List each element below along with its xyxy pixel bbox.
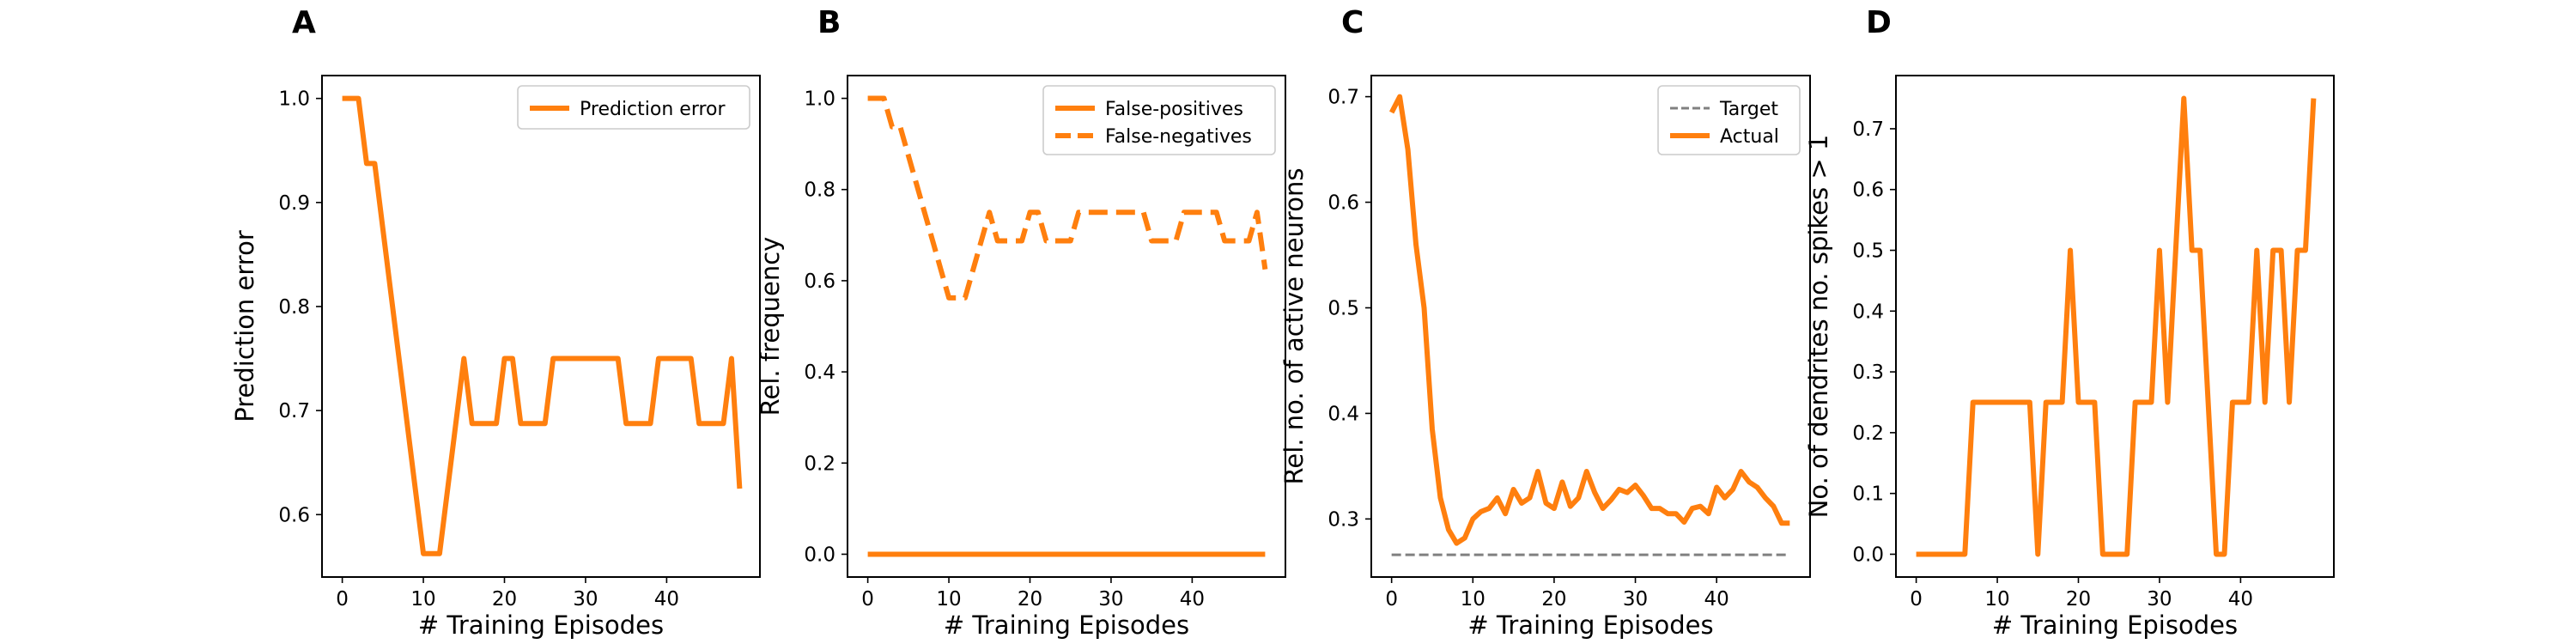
x-tick-label: 0 <box>336 588 349 611</box>
panel-b: B 0 10 20 30 40 0.0 0.2 0.4 0.6 0.8 1.0 # Training E… <box>756 5 1286 640</box>
y-tick-label: 0.0 <box>1852 544 1884 566</box>
legend: Target Actual <box>1657 85 1801 155</box>
x-tick-label: 40 <box>1704 588 1729 611</box>
x-tick-label: 0 <box>861 588 874 611</box>
y-tick-label: 0.7 <box>278 400 310 422</box>
y-axis-label: Rel. no. of active neurons <box>1279 168 1309 485</box>
x-tick-label: 20 <box>1541 588 1566 611</box>
legend-label: False-negatives <box>1105 126 1252 148</box>
y-tick-label: 0.4 <box>1852 301 1884 323</box>
panel-d: D 0 10 20 30 40 0.0 0.1 0.2 0.3 0.4 0.5 0.6 0.7 # Trai… <box>1804 5 2335 640</box>
legend: False-positives False-negatives <box>1042 85 1276 155</box>
x-axis-label: # Training Episodes <box>1467 611 1713 640</box>
y-tick-label: 0.0 <box>804 544 835 566</box>
legend-box <box>1042 85 1276 155</box>
x-tick-label: 10 <box>1461 588 1485 611</box>
x-tick-label: 30 <box>573 588 598 611</box>
panel-letter: C <box>1341 5 1364 40</box>
y-tick-label: 0.8 <box>804 179 835 202</box>
y-tick-label: 0.4 <box>804 361 835 384</box>
axes-frame <box>1895 75 2335 578</box>
x-axis-label: # Training Episodes <box>944 611 1189 640</box>
x-tick-label: 10 <box>1984 588 2009 611</box>
y-tick-label: 0.6 <box>804 270 835 293</box>
x-tick-label: 30 <box>1623 588 1648 611</box>
legend-label: Actual <box>1720 126 1779 148</box>
panel-letter: B <box>817 5 841 40</box>
legend-label: Prediction error <box>580 99 726 120</box>
legend-label: False-positives <box>1105 99 1243 120</box>
legend-label: Target <box>1719 99 1778 120</box>
panel-c: C 0 10 20 30 40 0.3 0.4 0.5 0.6 0.7 # Training Epis… <box>1279 5 1811 640</box>
x-tick-label: 20 <box>492 588 517 611</box>
series-line-false-negatives <box>867 95 1268 301</box>
y-tick-label: 0.2 <box>804 453 835 475</box>
legend-box <box>517 85 750 130</box>
series-line-prediction-error <box>342 95 743 556</box>
y-tick-label: 0.3 <box>1852 361 1884 384</box>
y-axis-label: Prediction error <box>230 230 259 422</box>
y-axis-label: Rel. frequency <box>756 237 785 416</box>
x-tick-label: 0 <box>1910 588 1923 611</box>
legend: Prediction error <box>517 85 750 130</box>
x-tick-label: 40 <box>1180 588 1205 611</box>
x-tick-label: 0 <box>1385 588 1398 611</box>
x-tick-label: 30 <box>1098 588 1123 611</box>
y-tick-label: 0.2 <box>1852 422 1884 445</box>
x-tick-label: 40 <box>654 588 679 611</box>
y-tick-label: 0.1 <box>1852 483 1884 506</box>
series-line-main <box>1916 95 2317 557</box>
y-axis-label: No. of dendrites no. spikes > 1 <box>1804 135 1833 519</box>
x-axis-label: # Training Episodes <box>1992 611 2238 640</box>
y-tick-label: 0.8 <box>278 296 310 319</box>
panel-a: A 0 10 20 30 40 0.6 0.7 0.8 0.9 1.0 # Training Epis… <box>230 5 761 640</box>
axes-frame <box>321 75 761 578</box>
y-tick-label: 1.0 <box>278 88 310 111</box>
x-tick-label: 20 <box>1018 588 1042 611</box>
axes-frame <box>1370 75 1811 578</box>
panel-letter: A <box>292 5 316 40</box>
x-tick-label: 30 <box>2147 588 2172 611</box>
y-tick-label: 0.7 <box>1327 87 1359 109</box>
x-tick-label: 10 <box>936 588 961 611</box>
y-tick-label: 0.6 <box>1852 179 1884 202</box>
y-tick-label: 1.0 <box>804 88 835 111</box>
y-tick-label: 0.4 <box>1327 403 1359 425</box>
y-tick-label: 0.7 <box>1852 118 1884 141</box>
x-tick-label: 20 <box>2066 588 2091 611</box>
y-tick-label: 0.6 <box>278 504 310 526</box>
panel-letter: D <box>1866 5 1892 40</box>
y-tick-label: 0.6 <box>1327 192 1359 215</box>
y-tick-label: 0.9 <box>278 192 310 215</box>
x-tick-label: 10 <box>410 588 435 611</box>
series-line-actual <box>1388 94 1790 546</box>
y-tick-label: 0.3 <box>1327 508 1359 531</box>
axes-frame <box>847 75 1286 578</box>
x-tick-label: 40 <box>2228 588 2253 611</box>
x-axis-label: # Training Episodes <box>418 611 664 640</box>
y-tick-label: 0.5 <box>1327 297 1359 319</box>
y-tick-label: 0.5 <box>1852 240 1884 263</box>
